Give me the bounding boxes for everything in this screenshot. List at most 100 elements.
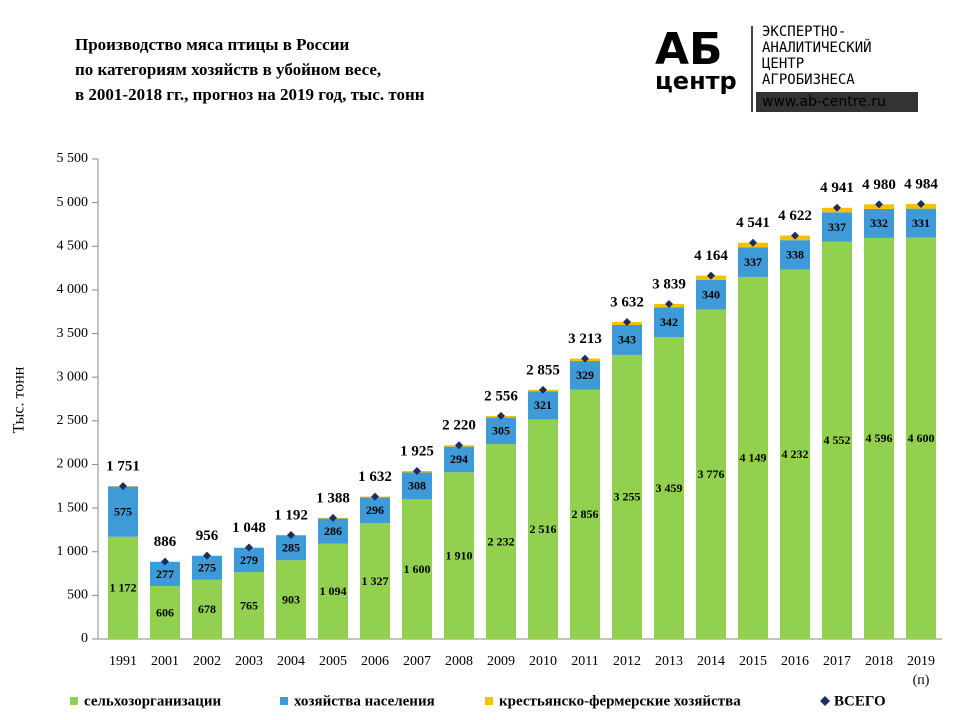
bar-segment [864,208,894,238]
bar-label: 1 172 [110,581,137,595]
y-axis-title: Тыс. тонн [11,366,28,433]
total-label: 4 164 [694,248,728,264]
bar-segment [234,572,264,639]
total-marker [245,543,253,552]
total-marker [539,385,547,394]
total-label: 4 941 [820,180,854,196]
bar-label: 321 [534,398,552,412]
y-tick-label: 2 000 [57,457,89,472]
total-marker [497,411,505,420]
y-tick-label: 4 500 [57,238,89,253]
logo-url: www.ab-centre.ru [762,94,886,110]
title: Производство мяса птицы в России по кате… [75,35,425,104]
legend-swatch [70,697,78,705]
bar-label: 1 910 [446,548,473,562]
y-tick-label: 3 500 [57,326,89,341]
bar-segment [150,586,180,639]
bar-segment [696,309,726,639]
bar-segment [192,579,222,639]
bar-label: 337 [744,255,762,269]
logo-line: ЦЕНТР [762,56,804,72]
total-marker [623,318,631,327]
legend-label: ВСЕГО [834,693,886,709]
legend-swatch [485,697,493,705]
bar-label: 286 [324,524,342,538]
bar-segment [486,417,516,445]
bar-segment [570,389,600,639]
bar-label: 2 856 [572,507,599,521]
bar-segment [234,547,264,573]
total-marker [119,482,127,491]
bar-segment [612,324,642,355]
bar-segment [696,279,726,310]
total-label: 1 048 [232,520,266,536]
bar-segment [612,354,642,639]
total-marker [875,200,883,209]
total-label: 4 622 [778,208,812,224]
bar-label: 337 [828,220,846,234]
total-marker [371,492,379,501]
title-line: Производство мяса птицы в России [75,35,350,54]
bar-label: 4 149 [740,451,767,465]
total-marker [665,299,673,308]
x-tick-label: 2002 [193,654,221,669]
total-label: 3 213 [568,331,602,347]
title-line: по категориям хозяйств в убойном весе, [75,60,381,79]
bar-segment [192,555,222,580]
logo: АБ центр ЭКСПЕРТНО- АНАЛИТИЧЕСКИЙ ЦЕНТР … [655,24,918,112]
bar-label: 903 [282,592,300,606]
x-tick-label: 2018 [865,654,893,669]
total-marker [329,513,337,522]
y-tick-label: 500 [67,588,88,603]
total-label: 1 388 [316,490,350,506]
bar-label: 765 [240,598,258,612]
total-marker [413,467,421,475]
x-tick-label: 2008 [445,654,473,669]
bar-label: 285 [282,541,300,555]
bar-label: 1 600 [404,562,431,576]
total-marker [203,551,211,560]
bar-segment [738,247,768,277]
bar-segment [108,486,138,537]
x-tick-label: 2011 [571,654,598,669]
bar-segment [906,208,936,238]
bar-segment [864,237,894,640]
bar-label: 342 [660,315,678,329]
logo-line: АГРОБИЗНЕСА [762,72,855,88]
x-tick-label: 2005 [319,654,347,669]
bar-label: 340 [702,287,720,301]
bar-segment [822,241,852,639]
y-tick-label: 2 500 [57,413,89,428]
y-tick-label: 1 500 [57,500,89,515]
x-tick-label: 2016 [781,654,809,669]
x-tick-label: 2001 [151,654,179,669]
total-marker [455,441,463,450]
bar-label: 305 [492,424,510,438]
total-marker [791,231,799,240]
bar-label: 2 516 [530,522,557,536]
bar-segment [654,337,684,639]
total-label: 2 220 [442,418,476,434]
bar-segment [528,391,558,420]
bar-label: 343 [618,333,636,347]
bar-label: 275 [198,561,216,575]
x-tick-label: 1991 [109,654,137,669]
total-label: 886 [154,534,177,550]
total-label: 1 192 [274,507,308,523]
bar-segment [654,307,684,338]
total-marker [833,203,841,212]
bar-segment [570,361,600,390]
logo-sub: центр [655,67,737,95]
x-tick-label: 2014 [697,654,725,669]
bar-label: 4 596 [866,431,893,445]
total-label: 3 632 [610,294,644,310]
legend-marker [820,696,830,706]
bar-segment [906,237,936,639]
bar-segment [822,212,852,242]
total-marker [917,200,925,209]
x-tick-label: 2019 [907,654,935,669]
x-tick-label: 2010 [529,654,557,669]
bar-segment [402,472,432,500]
total-label: 2 855 [526,362,560,378]
bar-label: 1 094 [320,584,347,598]
